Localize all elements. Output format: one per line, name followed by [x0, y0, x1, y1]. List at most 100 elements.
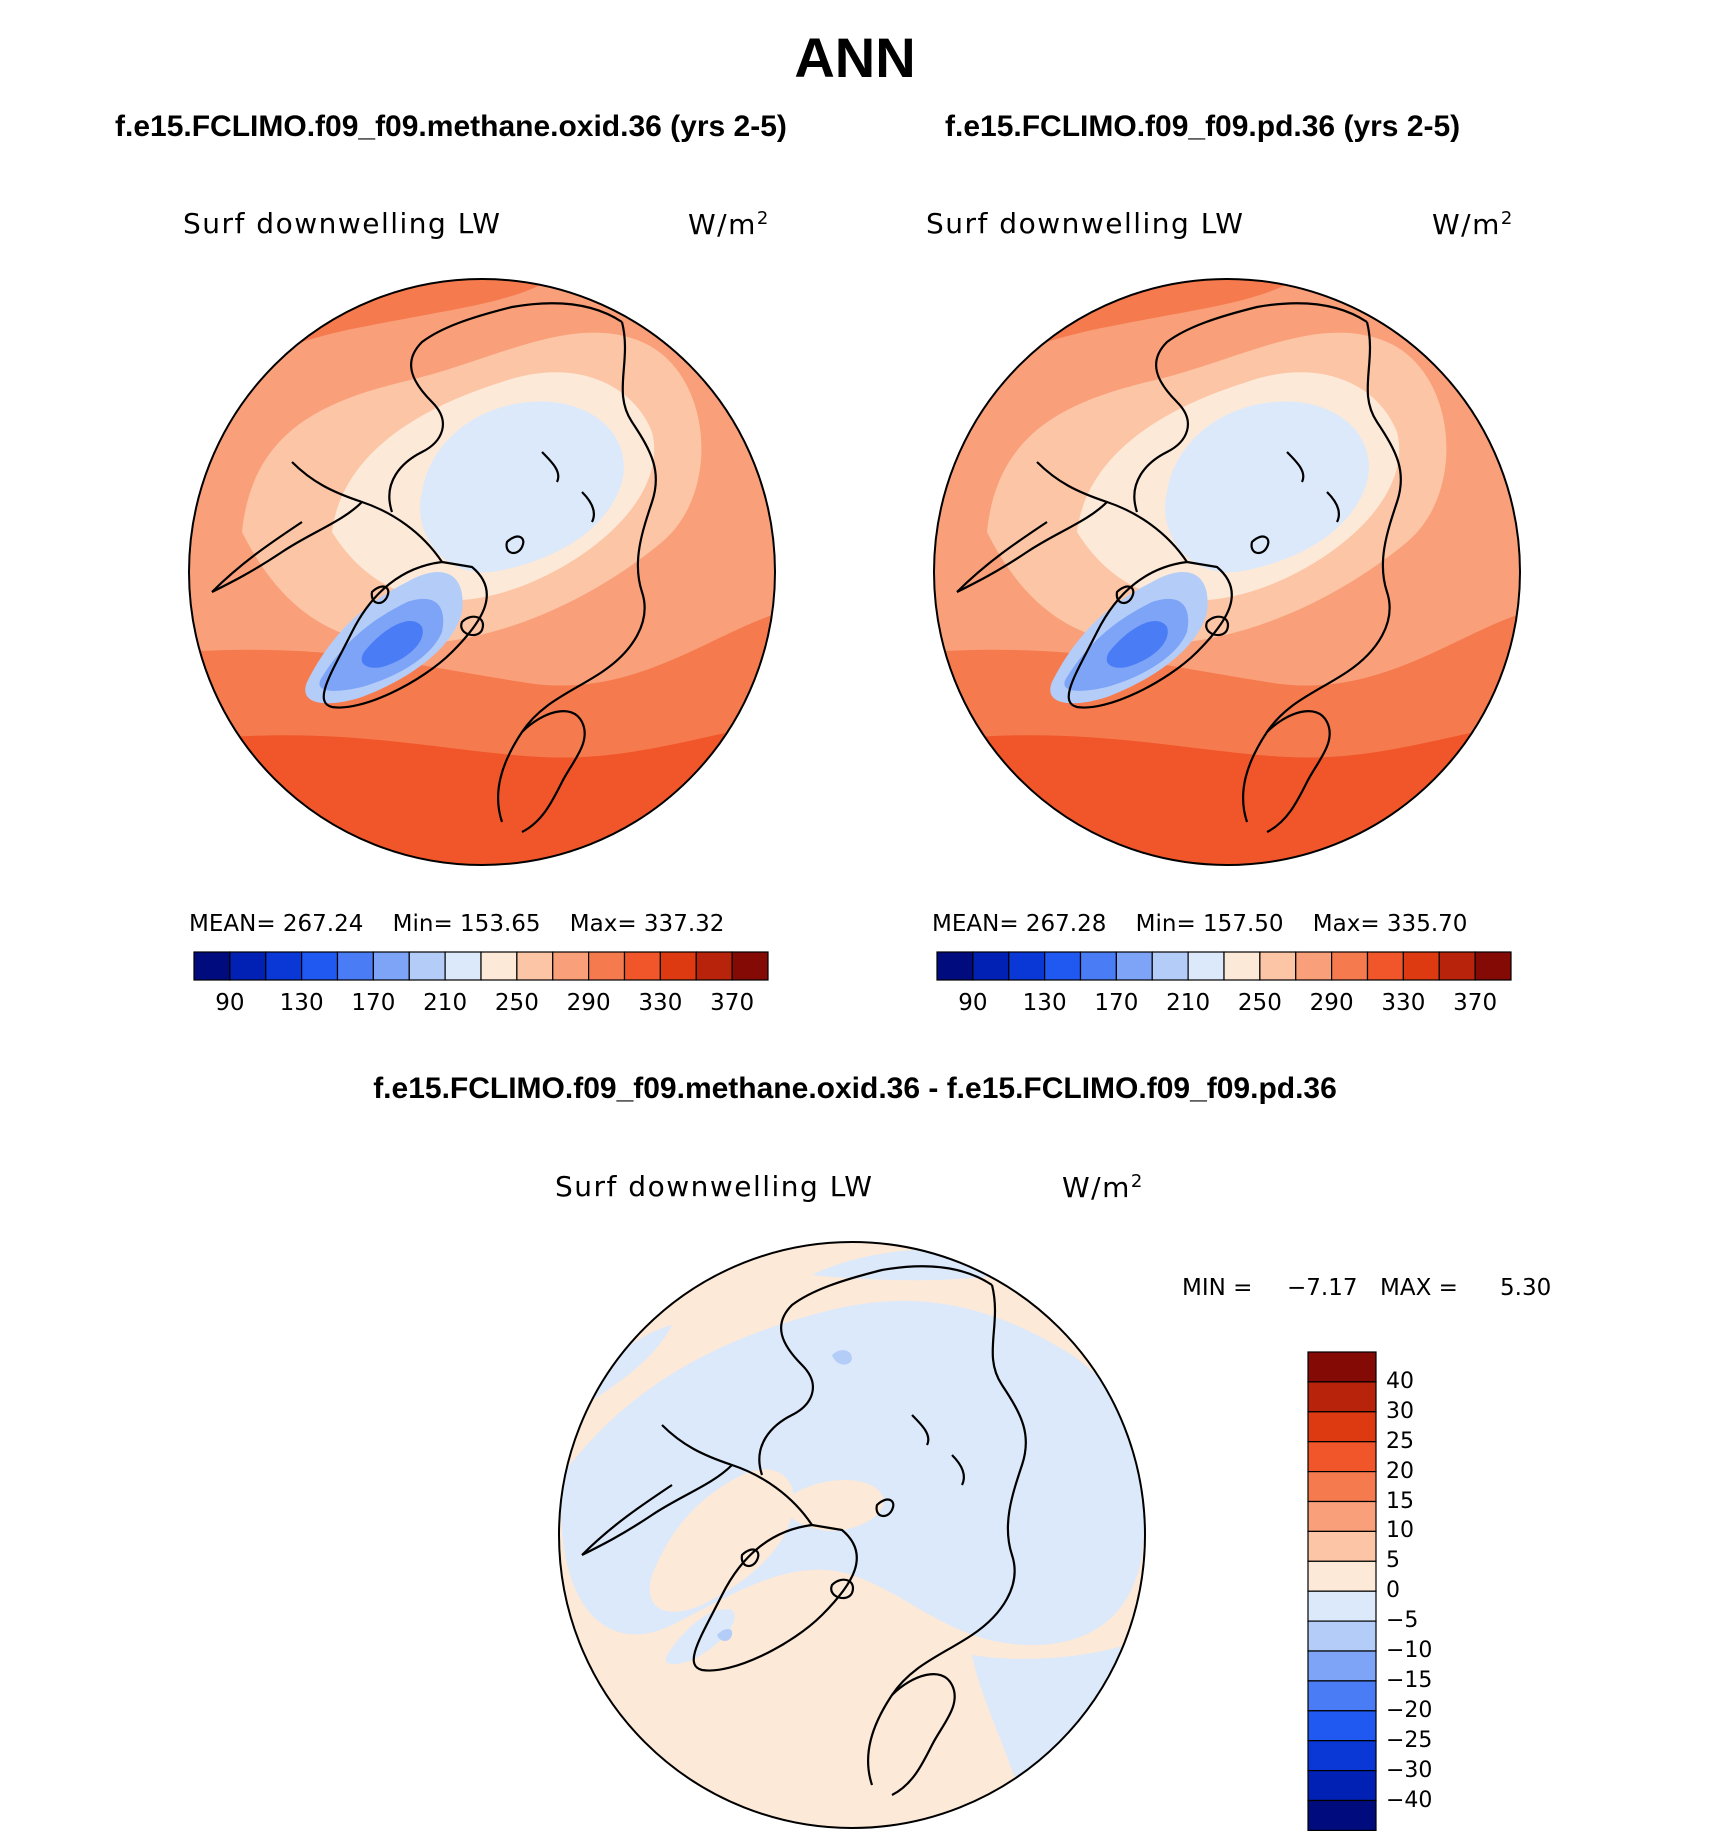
panel2-colorbar-cell [1474, 951, 1512, 981]
panel2-colorbar-cell [1366, 951, 1404, 981]
panel1-colorbar [193, 951, 769, 981]
difference-colorbar-cell [1307, 1740, 1377, 1772]
panel2-colorbar-cell [1402, 951, 1440, 981]
difference-max-label: MAX = [1380, 1275, 1458, 1301]
panel1-colorbar-tick-label: 170 [351, 990, 396, 1016]
panel2-colorbar-cell [1008, 951, 1046, 981]
figure-title: ANN [794, 26, 916, 89]
panel1-map [188, 278, 776, 866]
panel2-colorbar-tick-label: 370 [1453, 990, 1498, 1016]
panel2-max-value: 335.70 [1386, 911, 1468, 937]
panel2-colorbar-cell [1115, 951, 1153, 981]
panel1-variable-label: Surf downwelling LW [183, 207, 502, 240]
difference-map [558, 1241, 1146, 1829]
difference-colorbar-tick-label: −20 [1386, 1697, 1433, 1723]
panel2-colorbar-cell [1187, 951, 1225, 981]
difference-colorbar-cell [1307, 1351, 1377, 1383]
difference-colorbar-tick-label: 25 [1386, 1428, 1414, 1454]
difference-colorbar-cell [1307, 1381, 1377, 1413]
panel2-variable-label: Surf downwelling LW [926, 207, 1245, 240]
difference-colorbar-tick-label: 5 [1386, 1548, 1400, 1574]
difference-title: f.e15.FCLIMO.f09_f09.methane.oxid.36 - f… [373, 1072, 1337, 1105]
difference-colorbar-tick-label: −25 [1386, 1727, 1433, 1753]
difference-colorbar-cell [1307, 1500, 1377, 1532]
difference-colorbar [1307, 1351, 1377, 1831]
panel2-colorbar-tick-label: 170 [1094, 990, 1139, 1016]
panel2-units-label: W/m2 [1432, 208, 1514, 241]
difference-colorbar-tick-label: 40 [1386, 1368, 1414, 1394]
panel2-colorbar-tick-label: 250 [1237, 990, 1282, 1016]
panel1-colorbar-cell [372, 951, 410, 981]
panel2-colorbar-cell [1438, 951, 1476, 981]
panel2-map [933, 278, 1521, 866]
difference-colorbar-tick-label: −15 [1386, 1667, 1433, 1693]
difference-colorbar-cell [1307, 1799, 1377, 1831]
panel2-colorbar-cell [1151, 951, 1189, 981]
difference-colorbar-tick-label: −5 [1386, 1608, 1419, 1634]
panel2-colorbar-cell [1331, 951, 1369, 981]
panel2-colorbar-cell [1044, 951, 1082, 981]
panel1-colorbar-cell [301, 951, 339, 981]
panel2-colorbar-cell [972, 951, 1010, 981]
panel1-colorbar-cell [193, 951, 231, 981]
panel1-colorbar-cell [336, 951, 374, 981]
panel2-stats: MEAN= 267.28 Min= 157.50 Max= 335.70 [932, 911, 1468, 937]
difference-colorbar-tick-label: 10 [1386, 1518, 1414, 1544]
panel2-colorbar-tick-label: 210 [1166, 990, 1211, 1016]
difference-colorbar-cell [1307, 1710, 1377, 1742]
panel1-colorbar-tick-label: 330 [638, 990, 683, 1016]
difference-colorbar-tick-label: −40 [1386, 1787, 1433, 1813]
difference-colorbar-tick-label: 15 [1386, 1488, 1414, 1514]
difference-colorbar-cell [1307, 1530, 1377, 1562]
difference-colorbar-cell [1307, 1769, 1377, 1802]
panel2-colorbar-tick-label: 90 [958, 990, 988, 1016]
panel1-colorbar-cell [695, 951, 733, 981]
difference-colorbar-cell [1307, 1560, 1377, 1592]
panel1-colorbar-tick-label: 370 [710, 990, 755, 1016]
panel2-colorbar-tick-label: 330 [1381, 990, 1426, 1016]
panel2-colorbar-cell [1259, 951, 1297, 981]
panel1-colorbar-tick-label: 90 [215, 990, 245, 1016]
panel2-colorbar-tick-label: 130 [1022, 990, 1067, 1016]
difference-units-label: W/m2 [1062, 1171, 1144, 1204]
difference-min-value: −7.17 [1287, 1275, 1358, 1301]
panel1-colorbar-cell [659, 951, 697, 981]
panel2-colorbar-cell [1223, 951, 1261, 981]
panel1-colorbar-cell [408, 951, 446, 981]
difference-colorbar-cell [1307, 1590, 1377, 1622]
panel2-colorbar-cell [936, 951, 974, 981]
panel1-stats: MEAN= 267.24 Min= 153.65 Max= 337.32 [189, 911, 725, 937]
panel1-units-label: W/m2 [688, 208, 770, 241]
panel1-colorbar-cell [444, 951, 482, 981]
difference-colorbar-tick-label: −10 [1386, 1638, 1433, 1663]
panel2-colorbar-cell [1079, 951, 1117, 981]
panel1-min-value: 153.65 [460, 911, 541, 937]
panel1-mean-value: 267.24 [282, 911, 364, 937]
difference-colorbar-cell [1307, 1620, 1377, 1652]
panel2-min-value: 157.50 [1203, 911, 1284, 937]
panel2-case-title: f.e15.FCLIMO.f09_f09.pd.36 (yrs 2-5) [945, 110, 1461, 143]
panel1-colorbar-tick-label: 290 [566, 990, 611, 1016]
difference-colorbar-tick-label: 30 [1386, 1398, 1414, 1424]
difference-colorbar-tick-label: 0 [1386, 1578, 1400, 1604]
panel1-max-value: 337.32 [643, 911, 725, 937]
panel1-colorbar-cell [516, 951, 554, 981]
panel1-colorbar-tick-label: 250 [494, 990, 539, 1016]
panel1-colorbar-cell [552, 951, 590, 981]
panel1-colorbar-cell [623, 951, 661, 981]
difference-colorbar-tick-label: −30 [1386, 1757, 1433, 1783]
panel1-colorbar-cell [229, 951, 267, 981]
panel2-colorbar [936, 951, 1512, 981]
panel1-case-title: f.e15.FCLIMO.f09_f09.methane.oxid.36 (yr… [115, 110, 787, 143]
difference-colorbar-cell [1307, 1680, 1377, 1712]
panel1-colorbar-tick-label: 130 [279, 990, 324, 1016]
difference-min-label: MIN = [1182, 1275, 1253, 1301]
panel2-mean-value: 267.28 [1025, 911, 1107, 937]
difference-colorbar-tick-label: 20 [1386, 1458, 1414, 1484]
difference-colorbar-cell [1307, 1441, 1377, 1473]
panel2-colorbar-cell [1295, 951, 1333, 981]
difference-colorbar-cell [1307, 1411, 1377, 1443]
difference-max-value: 5.30 [1500, 1275, 1552, 1301]
difference-variable-label: Surf downwelling LW [555, 1170, 874, 1203]
